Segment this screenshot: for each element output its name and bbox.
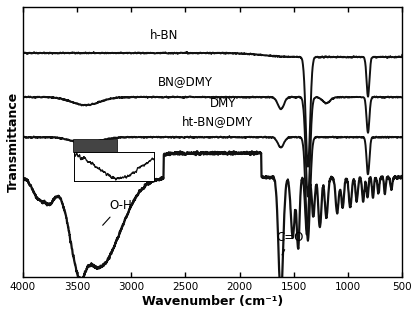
Y-axis label: Transmittance: Transmittance: [7, 92, 20, 192]
Text: h-BN: h-BN: [150, 29, 178, 42]
Text: ht-BN@DMY: ht-BN@DMY: [182, 115, 253, 128]
Text: BN@DMY: BN@DMY: [158, 75, 213, 88]
Bar: [73, 139, 117, 152]
Text: C=O: C=O: [277, 231, 304, 255]
X-axis label: Wavenumber (cm⁻¹): Wavenumber (cm⁻¹): [142, 295, 283, 308]
Text: DMY: DMY: [210, 97, 236, 110]
Text: O-H: O-H: [103, 199, 132, 225]
